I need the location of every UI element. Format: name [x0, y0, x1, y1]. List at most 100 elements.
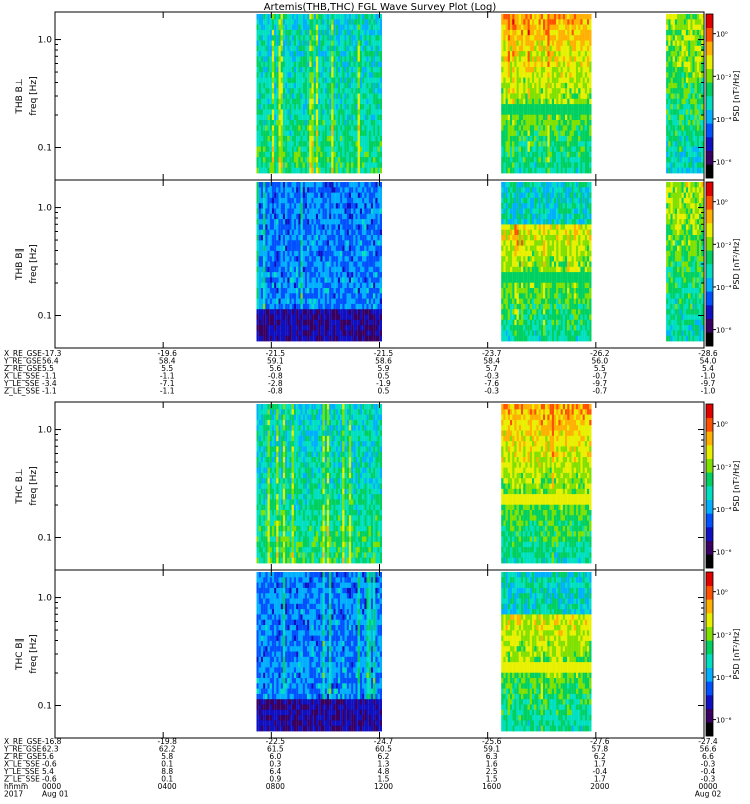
colorbar-segment [706, 21, 713, 25]
colorbar-segment [706, 712, 713, 716]
spectrogram-block [666, 182, 704, 341]
colorbar-segment [706, 52, 713, 56]
colorbar-segment [706, 45, 713, 49]
colorbar-segment [706, 489, 713, 493]
colorbar-segment [706, 455, 713, 459]
colorbar-segment [706, 291, 713, 295]
colorbar-segment [706, 308, 713, 312]
colorbar-segment [706, 507, 713, 511]
colorbar-tick-label: 10⁻⁴ [716, 506, 732, 514]
colorbar-segment [706, 603, 713, 607]
colorbar-tick-label: 10⁻² [716, 463, 732, 471]
colorbar-segment [706, 336, 713, 340]
panel-component-label: THC B∥ [15, 638, 25, 671]
ephem-value: -0.7 [593, 387, 608, 396]
colorbar-segment [706, 572, 713, 576]
colorbar-segment [706, 161, 713, 165]
colorbar-segment [706, 302, 713, 306]
colorbar-segment [706, 48, 713, 52]
y-tick-label: 1.0 [38, 36, 53, 46]
colorbar-segment [706, 86, 713, 90]
colorbar-segment [706, 312, 713, 316]
ephemeris-table-ephem_thc: X_RE_GSEY_RE_GSEZ_RE_GSEX_LE_SSEY_LE_SSE… [3, 737, 722, 799]
colorbar-segment [706, 158, 713, 162]
colorbar-tick-label: 10⁻⁴ [716, 284, 732, 292]
colorbar-segment [706, 579, 713, 583]
colorbar-segment [706, 171, 713, 175]
colorbar-segment [706, 637, 713, 641]
colorbar-segment [706, 99, 713, 103]
colorbar-segment [706, 326, 713, 330]
colorbar-segment [706, 223, 713, 227]
colorbar-segment [706, 250, 713, 254]
colorbar-segment [706, 476, 713, 480]
colorbar-segment [706, 640, 713, 644]
colorbar-segment [706, 72, 713, 76]
colorbar-segment [706, 469, 713, 473]
colorbar-segment [706, 431, 713, 435]
spectrogram-block [501, 14, 591, 173]
ephem-value: 0400 [158, 782, 177, 791]
ephem-value: -1.0 [701, 387, 716, 396]
colorbar-tick-label: 10⁻⁶ [716, 159, 732, 167]
colorbar-segment [706, 698, 713, 702]
colorbar-segment [706, 203, 713, 207]
ephem-value: 2000 [590, 782, 609, 791]
colorbar-segment [706, 17, 713, 21]
colorbar-segment [706, 593, 713, 597]
colorbar-segment [706, 230, 713, 234]
colorbar-segment [706, 647, 713, 651]
colorbar-segment [706, 510, 713, 514]
ephem-value: -0.8 [268, 387, 283, 396]
spectrogram-block [501, 572, 591, 731]
panel-ylabel-group: THC B⊥freq [Hz] [15, 466, 39, 505]
colorbar-segment [706, 339, 713, 343]
colorbar-tick-label: 10⁰ [716, 31, 728, 39]
colorbar-segment [706, 120, 713, 124]
colorbar-segment [706, 192, 713, 196]
colorbar-segment [706, 657, 713, 661]
colorbar-segment [706, 82, 713, 86]
colorbar-segment [706, 261, 713, 265]
colorbar-segment [706, 295, 713, 299]
colorbar-segment [706, 31, 713, 35]
ephem-value: -1.1 [42, 387, 57, 396]
colorbar-segment [706, 117, 713, 121]
colorbar-segment [706, 285, 713, 289]
colorbar-segment [706, 688, 713, 692]
colorbar-segment [706, 271, 713, 275]
colorbar-tick-label: 10⁻² [716, 241, 732, 249]
colorbar-segment [706, 96, 713, 100]
colorbar-tick-label: 10⁻² [716, 73, 732, 81]
colorbar-segment [706, 216, 713, 220]
colorbar-segment [706, 644, 713, 648]
colorbar-segment [706, 500, 713, 504]
colorbar-segment [706, 28, 713, 32]
colorbar-segment [706, 113, 713, 117]
colorbar-segment [706, 472, 713, 476]
ephem-value: 1600 [482, 782, 501, 791]
colorbar-segment [706, 479, 713, 483]
colorbar-label: PSD [nT²/Hz] [732, 239, 741, 290]
colorbar-segment [706, 209, 713, 213]
panel-ylabel-group: THC B∥freq [Hz] [15, 634, 39, 673]
y-tick-label: 1.0 [38, 594, 53, 604]
colorbar-segment [706, 716, 713, 720]
ephem-row-label: Z_LE_SSE [4, 387, 40, 396]
panel-ylabel: freq [Hz] [29, 466, 39, 505]
panel-ylabel: freq [Hz] [29, 244, 39, 283]
spectrogram-block [257, 14, 383, 173]
colorbar-segment [706, 466, 713, 470]
colorbar-label: PSD [nT²/Hz] [732, 629, 741, 680]
ephemeris-table-ephem_thb: X_RE_GSEY_RE_GSEZ_RE_GSEX_LE_SSEY_LE_SSE… [3, 349, 718, 396]
colorbar-segment [706, 685, 713, 689]
colorbar-segment [706, 206, 713, 210]
colorbar-label: PSD [nT²/Hz] [732, 461, 741, 512]
spectrogram-block [257, 572, 383, 731]
colorbar-segment [706, 520, 713, 524]
colorbar-segment [706, 630, 713, 634]
ephem-value: Aug 02 [695, 790, 722, 799]
colorbar-segment [706, 65, 713, 69]
colorbar-segment [706, 421, 713, 425]
